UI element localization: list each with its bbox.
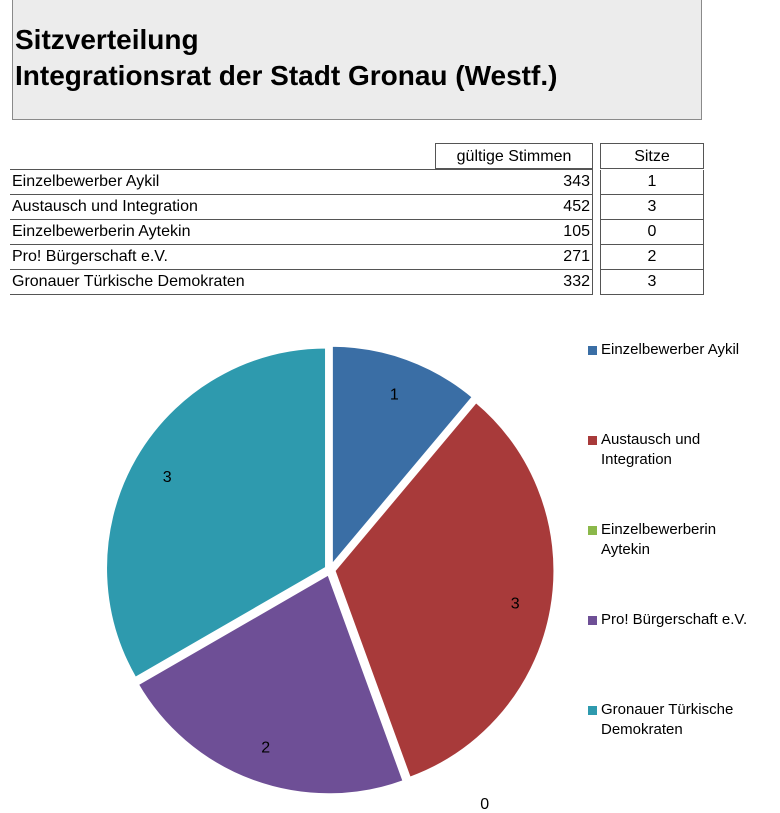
seats-cell: 3	[600, 270, 704, 295]
votes-header: gültige Stimmen	[435, 143, 593, 169]
legend-label-2: Einzelbewerberin Aytekin	[601, 520, 779, 560]
votes-cell: 105	[435, 220, 593, 245]
legend-label-4: Gronauer Türkische Demokraten	[601, 700, 779, 740]
legend-label-0: Einzelbewerber Aykil	[601, 340, 779, 360]
legend-label-line: Integration	[601, 451, 672, 468]
pie-slice-1	[332, 399, 557, 781]
party-name-cell: Austausch und Integration	[10, 195, 435, 220]
legend-label-3: Pro! Bürgerschaft e.V.	[601, 610, 779, 630]
legend-swatch-4	[588, 706, 597, 715]
seats-header: Sitze	[600, 143, 704, 169]
legend-label-line: Aytekin	[601, 541, 650, 558]
legend-label-line: Demokraten	[601, 721, 683, 738]
seats-cell: 1	[600, 170, 704, 195]
votes-cell: 343	[435, 170, 593, 195]
pie-data-label-1: 3	[511, 596, 520, 613]
legend-swatch-2	[588, 526, 597, 535]
pie-slice-3	[135, 571, 407, 797]
legend-swatch-1	[588, 436, 597, 445]
legend-swatch-3	[588, 616, 597, 625]
votes-cell: 332	[435, 270, 593, 295]
legend-label-line: Austausch und	[601, 431, 701, 448]
pie-data-label-3: 2	[261, 740, 270, 757]
seats-cell: 3	[600, 195, 704, 220]
legend-label-line: Gronauer Türkische	[601, 701, 734, 718]
pie-data-label-2: 0	[480, 796, 489, 813]
seat-pie-chart: 1 3 0 2 3	[104, 343, 557, 813]
title-line-2: Integrationsrat der Stadt Gronau (Westf.…	[15, 60, 558, 91]
pie-data-label-0: 1	[390, 386, 399, 403]
seats-cell: 2	[600, 245, 704, 270]
legend-swatch-0	[588, 346, 597, 355]
pie-data-label-4: 3	[163, 469, 172, 486]
legend-label-1: Austausch und Integration	[601, 430, 779, 470]
legend-label-line: Einzelbewerberin	[601, 521, 717, 538]
party-name-cell: Gronauer Türkische Demokraten	[10, 270, 435, 295]
pie-slice-4	[104, 345, 329, 681]
party-name-cell: Einzelbewerber Aykil	[10, 170, 435, 195]
legend-label-line: Pro! Bürgerschaft e.V.	[601, 611, 748, 628]
title-box: Sitzverteilung Integrationsrat der Stadt…	[12, 0, 702, 120]
party-name-cell: Einzelbewerberin Aytekin	[10, 220, 435, 245]
table-top-rule	[10, 169, 593, 170]
legend-label-line: Einzelbewerber Aykil	[601, 341, 740, 358]
seats-cell: 0	[600, 220, 704, 245]
party-name-cell: Pro! Bürgerschaft e.V.	[10, 245, 435, 270]
pie-slice-0	[329, 343, 476, 571]
votes-cell: 452	[435, 195, 593, 220]
title-line-1: Sitzverteilung	[15, 24, 199, 55]
votes-cell: 271	[435, 245, 593, 270]
